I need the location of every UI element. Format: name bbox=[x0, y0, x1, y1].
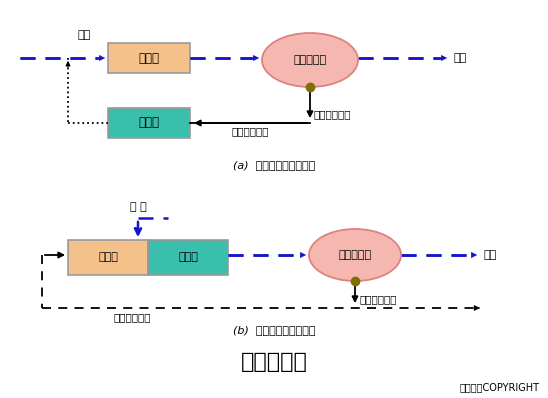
FancyBboxPatch shape bbox=[108, 108, 190, 138]
Text: 出水: 出水 bbox=[483, 250, 496, 260]
Text: 东方仿真COPYRIGHT: 东方仿真COPYRIGHT bbox=[460, 382, 540, 392]
FancyBboxPatch shape bbox=[68, 240, 148, 275]
Text: (a)  再生段与吸附段分建: (a) 再生段与吸附段分建 bbox=[233, 160, 315, 170]
Text: 生物吸附法: 生物吸附法 bbox=[241, 352, 307, 372]
Text: 剩余活性污泥: 剩余活性污泥 bbox=[314, 109, 351, 119]
FancyBboxPatch shape bbox=[148, 240, 228, 275]
Text: 出水: 出水 bbox=[453, 53, 466, 63]
Text: 回流活性污泥: 回流活性污泥 bbox=[231, 126, 269, 136]
Text: 进水: 进水 bbox=[78, 30, 92, 40]
Text: (b)  再生段与吸附段合建: (b) 再生段与吸附段合建 bbox=[233, 325, 315, 335]
Ellipse shape bbox=[309, 229, 401, 281]
Text: 二次沉淀池: 二次沉淀池 bbox=[293, 55, 327, 65]
Text: 进 水: 进 水 bbox=[130, 202, 146, 212]
Text: 二次沉淀池: 二次沉淀池 bbox=[339, 250, 372, 260]
Text: 再生段: 再生段 bbox=[178, 252, 198, 263]
Text: 剩余活性污泥: 剩余活性污泥 bbox=[359, 294, 397, 304]
Text: 再生池: 再生池 bbox=[139, 117, 159, 129]
Text: 吸附池: 吸附池 bbox=[139, 51, 159, 64]
Text: 回流活性污泥: 回流活性污泥 bbox=[113, 312, 151, 322]
Ellipse shape bbox=[262, 33, 358, 87]
Text: 吸附段: 吸附段 bbox=[98, 252, 118, 263]
FancyBboxPatch shape bbox=[108, 43, 190, 73]
